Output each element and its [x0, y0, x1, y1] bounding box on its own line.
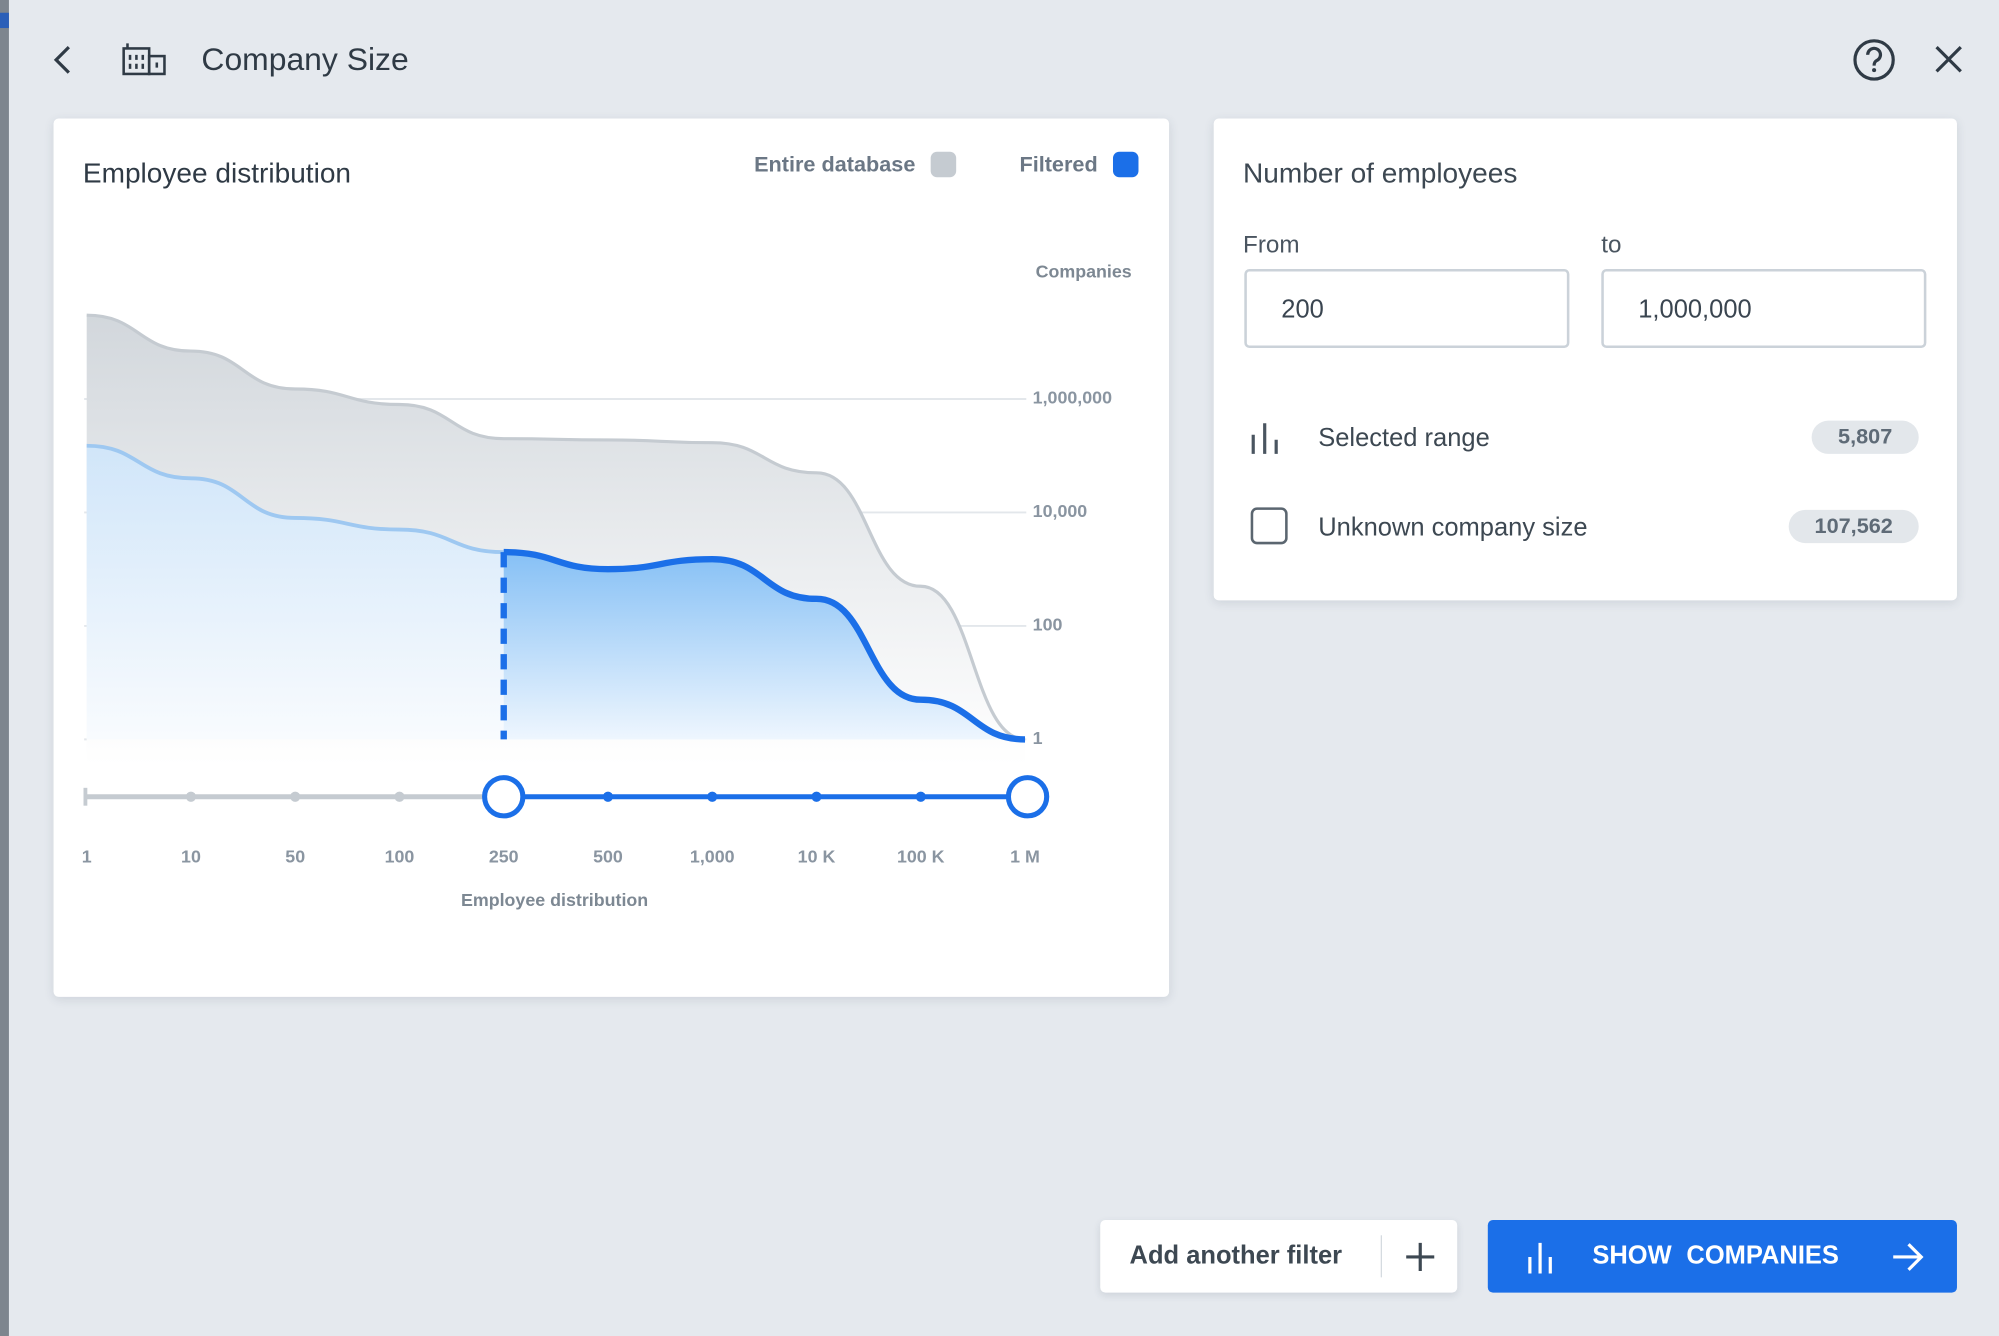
- line: [503, 548, 1026, 743]
- row-icons: [1250, 423, 1288, 545]
- to-input[interactable]: 1,000,000: [1601, 268, 1927, 349]
- legend-swatch: [930, 151, 957, 178]
- x-tick-label: 500: [593, 847, 623, 867]
- from-label: From: [1243, 232, 1300, 259]
- bar-icon: [1528, 1242, 1552, 1274]
- help-glyph: [1866, 46, 1883, 66]
- divider: [1380, 1235, 1382, 1278]
- to-label: to: [1601, 232, 1622, 259]
- slider-step: [915, 791, 926, 802]
- close-button[interactable]: [1935, 46, 1962, 73]
- slider-step: [707, 791, 718, 802]
- slider-step: [185, 791, 197, 802]
- line: [86, 313, 1026, 741]
- y-tick-label: 1: [1033, 728, 1043, 748]
- help-button[interactable]: [1853, 39, 1895, 81]
- slider-step: [394, 791, 405, 802]
- row-label: Unknown company size: [1318, 513, 1588, 542]
- legend-label: Filtered: [1019, 151, 1097, 176]
- x-tick-label: 10 K: [798, 847, 836, 867]
- help-glyph: [1872, 68, 1877, 73]
- building-icon: [122, 43, 166, 76]
- slider-step: [811, 791, 822, 802]
- add-filter-button[interactable]: Add another filter: [1100, 1219, 1458, 1293]
- unknown-checkbox[interactable]: [1250, 507, 1288, 545]
- show-companies-button[interactable]: SHOW COMPANIES: [1487, 1219, 1957, 1293]
- x-axis-label: Employee distribution: [461, 890, 648, 910]
- from-value: 200: [1281, 295, 1324, 324]
- chart-title: Employee distribution: [82, 156, 352, 189]
- line: [86, 443, 504, 555]
- row-count: 5,807: [1811, 420, 1919, 454]
- y-tick-label: 10,000: [1033, 501, 1088, 521]
- x-tick-label: 100: [385, 847, 415, 867]
- x-tick-label: 10: [181, 847, 201, 867]
- background-edge: [0, 0, 9, 1336]
- x-tick-label: 1,000: [690, 847, 735, 867]
- plus-icon: [1406, 1242, 1435, 1271]
- add-filter-label: Add another filter: [1129, 1241, 1343, 1270]
- x-tick-label: 50: [285, 847, 305, 867]
- header-icons[interactable]: [38, 36, 178, 87]
- y-tick-label: 100: [1033, 615, 1063, 635]
- y-tick-label: 1,000,000: [1033, 388, 1112, 408]
- show-companies-label: SHOW COMPANIES: [1592, 1241, 1839, 1270]
- back-button[interactable]: [53, 46, 70, 74]
- x-tick-label: 1: [82, 847, 92, 867]
- legend-swatch: [1112, 151, 1139, 178]
- legend-label: Entire database: [754, 151, 915, 176]
- x-tick-label: 250: [489, 847, 519, 867]
- to-value: 1,000,000: [1638, 295, 1752, 324]
- slider-step: [602, 791, 614, 802]
- row-label: Selected range: [1318, 424, 1490, 453]
- from-input[interactable]: 200: [1244, 268, 1570, 349]
- slider-handle[interactable]: [482, 775, 526, 819]
- y-axis-label: Companies: [1036, 262, 1132, 282]
- x-tick-label: 1 M: [1010, 847, 1040, 867]
- slider-step: [290, 791, 301, 802]
- slider-handle[interactable]: [1005, 775, 1050, 819]
- header-title: Company Size: [201, 42, 409, 78]
- header-actions[interactable]: [1849, 36, 1976, 87]
- bar-icon: [1251, 423, 1278, 454]
- background-edge: [0, 12, 9, 29]
- panel-title: Number of employees: [1243, 156, 1518, 189]
- arrow-icon: [1893, 1243, 1924, 1271]
- x-tick-label: 100 K: [897, 847, 945, 867]
- row-count: 107,562: [1788, 509, 1919, 544]
